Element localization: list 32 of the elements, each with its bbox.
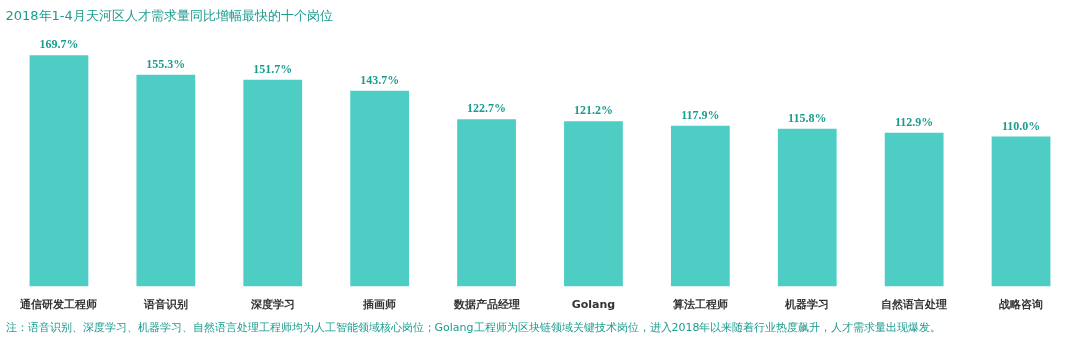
bar <box>884 132 944 287</box>
data-label: 122.7% <box>467 101 507 116</box>
data-label: 115.8% <box>788 110 827 125</box>
x-tick-label: 自然语言处理 <box>881 297 948 311</box>
bar <box>136 74 196 287</box>
bar <box>350 90 410 287</box>
x-tick-label: 算法工程师 <box>671 297 728 311</box>
bar <box>457 119 516 287</box>
bar <box>991 136 1051 287</box>
data-label: 143.7% <box>360 72 400 87</box>
x-tick-label: Golang <box>571 297 616 311</box>
x-tick-label: 插画师 <box>362 297 397 311</box>
x-tick-label: 语音识别 <box>142 297 188 311</box>
bar <box>243 79 303 287</box>
data-label: 151.7% <box>253 61 293 76</box>
bar <box>777 128 837 287</box>
data-label: 169.7% <box>39 37 79 52</box>
x-tick-label: 深度学习 <box>249 297 295 311</box>
bar <box>29 55 89 287</box>
data-label: 117.9% <box>681 107 720 122</box>
x-tick-label: 通信研发工程师 <box>19 297 98 311</box>
text: 注：语音识别、深度学习、机器学习、自然语言处理工程师均为人工智能领域核心岗位；Golang工程师为区块链领域关键技术岗位，进入2018年以来随着行业热度飙升，人才需求量出现爆发。 <box>5 320 942 334</box>
data-label: 155.3% <box>146 56 186 71</box>
chart-title: 2018年1-4月天河区人才需求量同比增幅最快的十个岗位 <box>5 7 333 23</box>
data-label: 121.2% <box>573 103 613 118</box>
bar <box>564 121 623 287</box>
data-label: 112.9% <box>894 114 934 129</box>
bar <box>670 125 730 287</box>
x-tick-label: 机器学习 <box>784 297 830 311</box>
x-tick-label: 数据产品经理 <box>452 297 520 311</box>
x-tick-label: 战略咨询 <box>999 297 1044 311</box>
data-label: 110.0% <box>1001 118 1041 133</box>
